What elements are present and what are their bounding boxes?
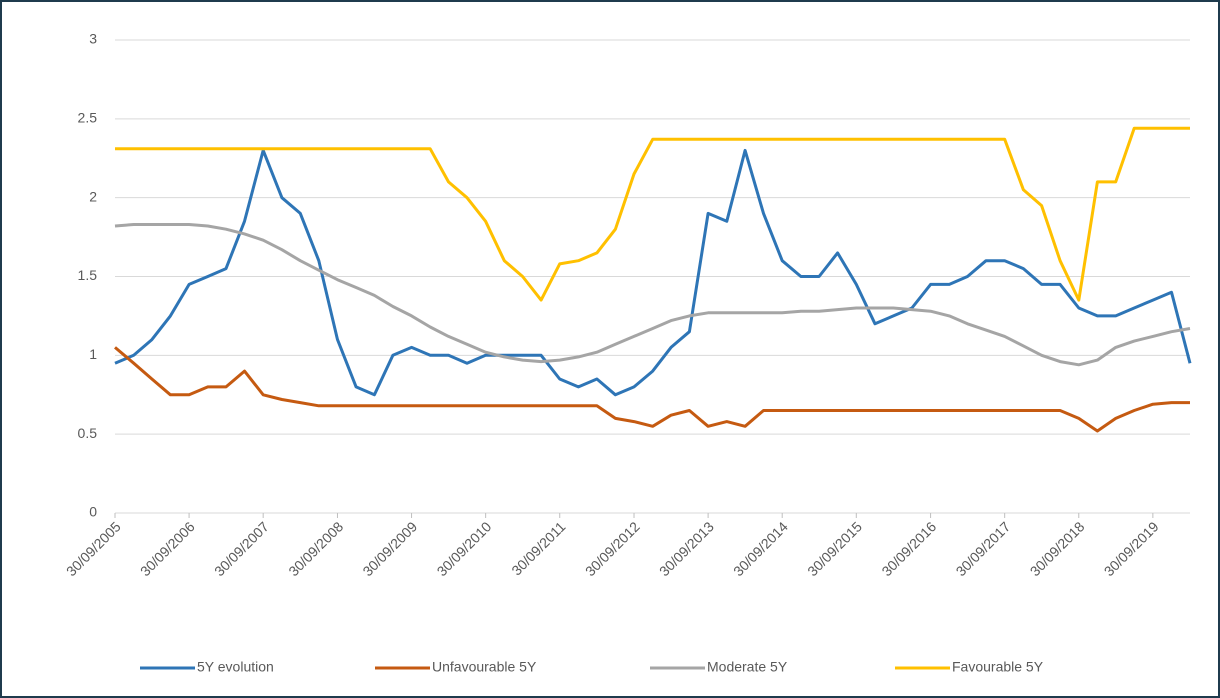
line-series [115,126,1190,302]
y-tick-label: 1 [89,346,97,362]
y-tick-label: 2 [89,188,97,204]
legend-label: Favourable 5Y [952,659,1044,675]
line-series [114,148,1192,397]
line-series [114,223,1191,367]
y-tick-label: 0.5 [78,425,98,441]
legend-label: Unfavourable 5Y [432,659,537,675]
legend-label: Moderate 5Y [707,659,788,675]
line-series [114,346,1190,433]
legend-label: 5Y evolution [197,659,274,675]
y-tick-label: 3 [89,31,97,47]
y-tick-label: 1.5 [78,267,98,283]
y-tick-label: 2.5 [78,110,98,126]
y-tick-label: 0 [89,504,97,520]
